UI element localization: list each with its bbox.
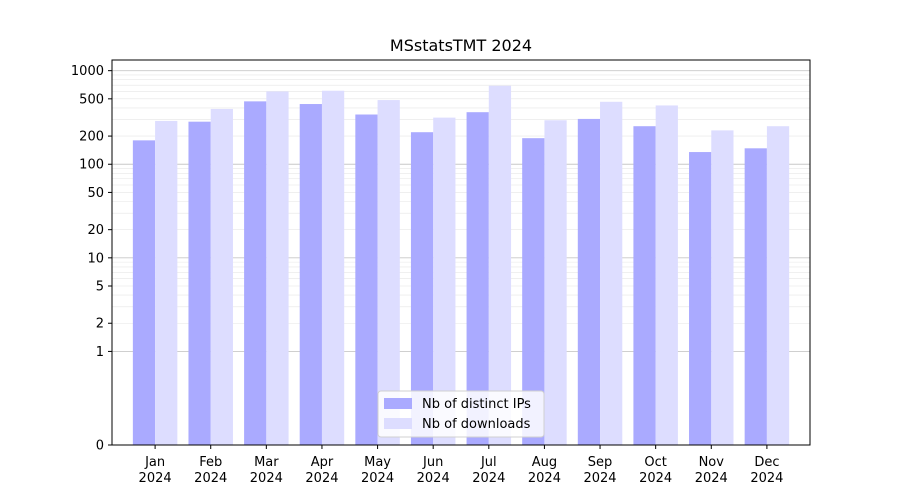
bar-downloads-nov [711,130,734,446]
bar-distinct-ips-nov [689,152,712,445]
x-tick-label-year: 2024 [417,471,450,486]
bars [132,85,790,446]
bar-distinct-ips-jul [466,112,489,445]
x-tick-label-year: 2024 [528,471,561,486]
bar-distinct-ips-mar [244,101,267,446]
x-tick-label-year: 2024 [139,471,172,486]
bar-distinct-ips-jun [410,132,434,445]
y-tick-label: 1 [96,345,104,360]
bar-downloads-dec [766,126,790,445]
bar-distinct-ips-oct [633,126,656,445]
bar-distinct-ips-sep [577,118,601,445]
x-tick-label-month: Apr [311,455,334,470]
x-tick-label-month: Sep [588,455,613,470]
y-tick-label: 10 [87,251,104,266]
x-tick-label-year: 2024 [250,471,283,486]
legend-swatch [384,398,412,409]
chart-title: MSstatsTMT 2024 [390,36,532,55]
bar-downloads-may [377,100,400,445]
y-tick-label: 20 [87,223,104,238]
legend-swatch [384,418,412,429]
x-tick-label-month: Jan [144,455,165,470]
bar-distinct-ips-feb [188,121,211,446]
x-tick-label-month: Aug [532,455,557,470]
bar-downloads-jul [488,85,512,445]
y-tick-label: 5 [96,280,104,295]
y-tick-label: 0 [96,439,104,454]
legend: Nb of distinct IPs Nb of downloads [377,390,545,438]
bar-downloads-apr [321,90,345,446]
x-tick-label-month: Jun [422,455,443,470]
bar-downloads-feb [210,108,233,446]
bar-downloads-jan [155,120,178,445]
x-tick-label-year: 2024 [750,471,783,486]
legend-label: Nb of downloads [422,417,531,432]
bar-distinct-ips-apr [299,104,322,445]
x-tick-label-month: Mar [254,455,279,470]
x-tick-label-year: 2024 [361,471,394,486]
x-tick-label-month: Nov [699,455,725,470]
bar-downloads-sep [600,101,623,446]
x-tick-label-year: 2024 [695,471,728,486]
bar-distinct-ips-aug [522,138,545,446]
x-tick-label-month: Dec [754,455,779,470]
x-tick-label-month: Oct [644,455,666,470]
x-tick-label-year: 2024 [583,471,616,486]
plot-frame [111,59,811,446]
y-tick-label: 100 [79,158,104,173]
bar-distinct-ips-dec [744,148,767,446]
y-tick-label: 1000 [71,64,104,79]
x-tick-label-year: 2024 [305,471,338,486]
y-tick-label: 200 [79,130,104,145]
y-tick-label: 500 [79,92,104,107]
x-tick-label-year: 2024 [472,471,505,486]
bar-distinct-ips-may [355,114,378,445]
bar-downloads-oct [655,105,678,445]
y-tick-label: 2 [96,317,104,332]
bar-downloads-mar [266,91,289,445]
x-tick-label-year: 2024 [194,471,227,486]
bar-downloads-aug [544,120,567,445]
bar-distinct-ips-jan [132,140,156,445]
x-tick-label-month: May [364,455,391,470]
legend-label: Nb of distinct IPs [422,397,531,412]
legend-box [377,390,545,438]
axes: 01251020501002005001000Jan2024Feb2024Mar… [71,59,811,486]
x-tick-label-month: Jul [480,455,497,470]
x-tick-label-year: 2024 [639,471,672,486]
y-tick-label: 50 [87,186,104,201]
x-tick-label-month: Feb [199,455,222,470]
bar-downloads-jun [433,117,456,445]
